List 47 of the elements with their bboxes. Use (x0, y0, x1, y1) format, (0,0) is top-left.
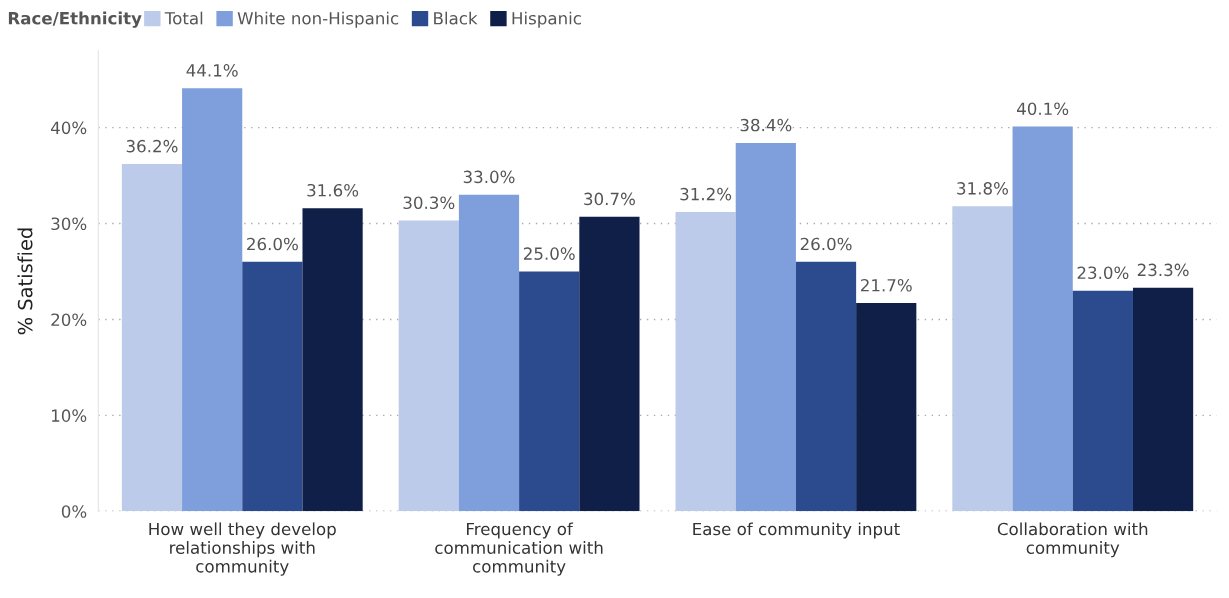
data-label: 26.0% (247, 237, 298, 251)
bar (458, 194, 520, 512)
bar (519, 271, 580, 512)
y-tick-label: 0% (61, 505, 87, 518)
data-label: 38.4% (740, 118, 792, 132)
data-label: 33.0% (463, 170, 515, 184)
legend-label: Total (164, 11, 203, 25)
data-label: 31.2% (680, 187, 732, 201)
legend-label: Black (434, 11, 478, 25)
legend-title: Race/Ethnicity (8, 11, 142, 28)
y-axis-title: % Satisfied (17, 228, 33, 335)
y-tick-label: 30% (51, 217, 87, 231)
data-label: 44.1% (186, 64, 238, 77)
data-label: 40.1% (1017, 102, 1069, 116)
data-label: 30.3% (403, 196, 455, 210)
legend-label: Hispanic (512, 11, 581, 28)
x-tick-label: Ease of community input (693, 522, 900, 539)
y-tick-label: 20% (51, 313, 87, 326)
bar (182, 88, 243, 512)
bar (579, 216, 640, 512)
bar (242, 261, 303, 512)
bar (1072, 290, 1133, 512)
legend-label: White non-Hispanic (237, 11, 399, 28)
bar (856, 303, 917, 512)
data-label: 31.8% (957, 182, 1008, 195)
y-tick-label: 10% (52, 409, 87, 422)
bar (1132, 287, 1194, 512)
data-label: 26.0% (800, 237, 852, 251)
x-tick-label: How well they develop relationships with community (149, 522, 336, 576)
bar (302, 208, 363, 512)
x-tick-label: Collaboration with community (997, 522, 1148, 558)
data-label: 23.3% (1137, 263, 1189, 277)
bar (952, 206, 1013, 512)
bar (1012, 126, 1073, 512)
data-label: 36.2% (126, 139, 178, 153)
data-label: 30.7% (584, 192, 635, 206)
data-label: 25.0% (523, 247, 575, 260)
data-label: 23.0% (1077, 266, 1129, 280)
data-label: 31.6% (307, 183, 359, 197)
y-tick-label: 40% (50, 121, 87, 135)
bar (121, 164, 183, 512)
data-label: 21.7% (860, 278, 912, 292)
x-tick-label: Frequency of communication with community (435, 522, 603, 576)
bar (795, 261, 857, 512)
bar (398, 220, 459, 512)
bar (735, 142, 796, 512)
bar (675, 211, 736, 512)
